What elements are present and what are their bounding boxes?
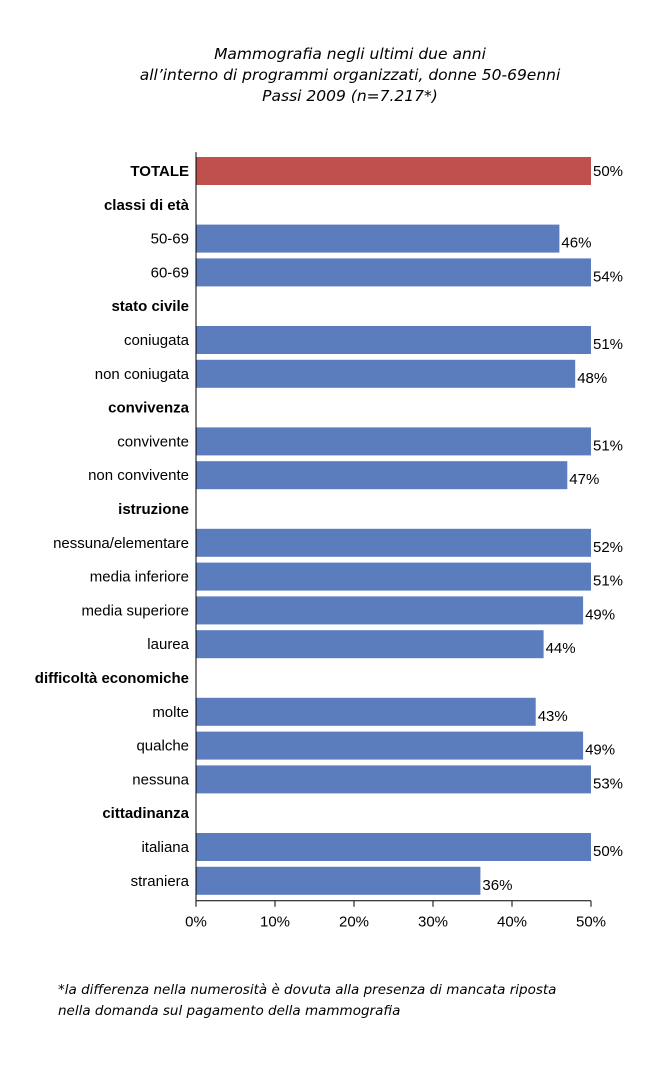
data-label: 36% xyxy=(482,877,512,894)
category-label: nessuna xyxy=(132,771,189,788)
chart-title-line-2: all’interno di programmi organizzati, do… xyxy=(139,66,561,84)
category-label: 60-69 xyxy=(151,264,189,281)
category-label: coniugata xyxy=(124,332,190,349)
data-label: 46% xyxy=(561,235,591,252)
x-tick-label: 0% xyxy=(185,914,207,931)
bar xyxy=(196,731,584,760)
category-label: 50-69 xyxy=(151,231,189,248)
data-label: 53% xyxy=(593,775,623,792)
bar xyxy=(196,427,591,456)
category-label: italiana xyxy=(141,839,189,856)
bar-chart: TOTALE 50% classi di età 50-69 46% 60-69 54% st… xyxy=(35,152,623,931)
x-tick-label: 10% xyxy=(260,914,290,931)
data-label: 50% xyxy=(593,163,623,180)
data-label: 51% xyxy=(593,336,623,353)
x-tick-label: 20% xyxy=(339,914,369,931)
bar xyxy=(196,359,576,388)
chart-title-line-3: Passi 2009 (n=7.217*) xyxy=(262,87,438,105)
data-label: 52% xyxy=(593,539,623,556)
x-tick-label: 30% xyxy=(418,914,448,931)
bar xyxy=(196,833,591,861)
category-label: non coniugata xyxy=(95,366,190,383)
x-tick-label: 50% xyxy=(576,914,606,931)
category-label: non convivente xyxy=(88,467,189,484)
bar xyxy=(196,224,560,253)
bar xyxy=(196,528,591,557)
bar xyxy=(196,562,591,591)
bar xyxy=(196,697,536,726)
data-label: 48% xyxy=(577,370,607,387)
data-label: 54% xyxy=(593,268,623,285)
bar xyxy=(196,326,591,354)
group-label: convivenza xyxy=(108,400,190,417)
bar xyxy=(196,258,591,287)
data-label: 47% xyxy=(569,471,599,488)
chart-title-line-1: Mammografia negli ultimi due anni xyxy=(214,45,486,63)
category-label: convivente xyxy=(117,433,189,450)
total-label: TOTALE xyxy=(130,163,189,180)
bar xyxy=(196,461,568,490)
x-tick-label: 40% xyxy=(497,914,527,931)
data-label: 44% xyxy=(546,640,576,657)
category-label: media superiore xyxy=(81,602,189,619)
data-label: 51% xyxy=(593,573,623,590)
chart-title: Mammografia negli ultimi due anni all’in… xyxy=(60,44,640,107)
category-label: nessuna/elementare xyxy=(53,535,189,552)
total-bar xyxy=(196,157,591,185)
data-label: 50% xyxy=(593,843,623,860)
footnote-line-1: *la differenza nella numerosità è dovuta… xyxy=(58,982,557,998)
group-label: cittadinanza xyxy=(102,805,189,822)
data-label: 43% xyxy=(538,708,568,725)
group-label: stato civile xyxy=(111,298,189,315)
category-label: media inferiore xyxy=(90,569,189,586)
bar xyxy=(196,596,584,625)
category-label: straniera xyxy=(131,873,190,890)
data-label: 49% xyxy=(585,606,615,623)
group-label: difficoltà economiche xyxy=(35,670,189,687)
bar xyxy=(196,866,481,895)
category-label: molte xyxy=(152,704,189,721)
footnote: *la differenza nella numerosità è dovuta… xyxy=(58,980,648,1022)
data-label: 51% xyxy=(593,437,623,454)
data-label: 49% xyxy=(585,742,615,759)
group-label: classi di età xyxy=(104,197,190,214)
bar xyxy=(196,630,544,659)
bar xyxy=(196,765,591,794)
footnote-line-2: nella domanda sul pagamento della mammog… xyxy=(58,1003,401,1019)
category-label: laurea xyxy=(147,636,189,653)
group-label: istruzione xyxy=(118,501,189,518)
category-label: qualche xyxy=(136,738,189,755)
